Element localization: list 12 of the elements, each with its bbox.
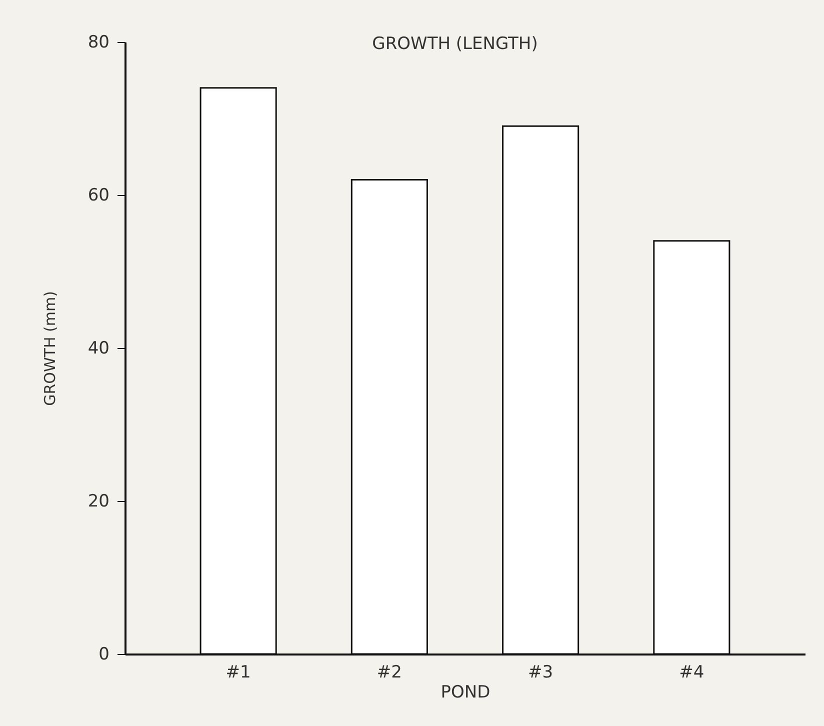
x-tick-label: #1 [226,662,251,682]
y-tick-label: 60 [88,186,110,206]
y-tick-label: 40 [88,338,110,358]
x-axis-title: POND [440,682,490,702]
x-tick-label: #2 [376,662,402,682]
x-tick-label: #3 [528,662,554,682]
x-tick-label: #4 [679,662,704,682]
y-tick-label: 0 [98,644,110,664]
chart-title: GROWTH (LENGTH) [372,34,538,54]
y-axis-title: GROWTH (mm) [40,291,59,406]
y-tick-label: 80 [88,32,110,52]
y-tick-label: 20 [88,492,110,512]
